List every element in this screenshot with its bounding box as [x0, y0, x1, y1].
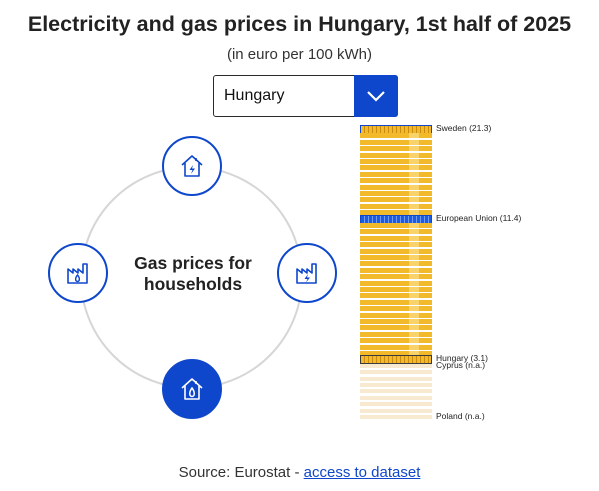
ranking-bar[interactable]	[360, 370, 432, 375]
source-prefix: Source: Eurostat -	[178, 464, 304, 481]
price-ranking-chart: Sweden (21.3) European Union (11.4) Hungar…	[350, 120, 550, 430]
ranking-bar[interactable]	[360, 319, 432, 324]
dataset-link[interactable]: access to dataset	[303, 464, 421, 481]
source-line: Source: Eurostat - access to dataset	[0, 464, 599, 481]
ranking-bar[interactable]	[360, 395, 432, 400]
ranking-bar[interactable]	[360, 210, 432, 216]
ranking-bar-label: Poland (n.a.)	[436, 411, 485, 421]
ranking-bar[interactable]	[360, 331, 432, 337]
ranking-bar[interactable]	[360, 248, 432, 254]
ranking-bar[interactable]	[360, 376, 432, 381]
ranking-bar[interactable]	[360, 306, 432, 312]
ranking-bar[interactable]	[360, 261, 432, 267]
ranking-bar[interactable]	[360, 408, 432, 413]
ranking-bar-label: Cyprus (n.a.)	[436, 359, 486, 370]
country-select-button[interactable]	[354, 75, 398, 117]
ranking-bar[interactable]	[360, 287, 432, 292]
ranking-bar[interactable]	[360, 351, 432, 356]
factory-gas-icon	[67, 263, 88, 284]
ranking-bar[interactable]	[360, 197, 432, 203]
ranking-bar[interactable]	[360, 299, 432, 305]
ranking-bar[interactable]	[360, 389, 432, 394]
ranking-bar[interactable]	[360, 402, 432, 407]
ranking-bar[interactable]	[360, 293, 432, 299]
center-label-line1: Gas prices for	[134, 253, 252, 273]
ranking-bar[interactable]	[360, 415, 432, 419]
factory-electricity-icon	[296, 263, 317, 284]
selected-indicator-label: Gas prices for households	[118, 253, 268, 295]
ranking-bar[interactable]	[360, 325, 432, 331]
ranking-bar[interactable]	[360, 255, 432, 260]
ranking-bar[interactable]	[360, 165, 432, 171]
ranking-bar[interactable]	[360, 312, 432, 318]
ranking-bar[interactable]	[360, 152, 432, 158]
ranking-bar[interactable]	[360, 344, 432, 350]
country-select[interactable]: Hungary	[213, 75, 398, 117]
ranking-bar[interactable]	[360, 178, 432, 184]
ranking-bar[interactable]	[360, 383, 432, 387]
center-label-line2: households	[143, 274, 243, 294]
house-electricity-icon	[181, 155, 203, 177]
house-electricity-node[interactable]	[162, 136, 222, 196]
house-gas-node[interactable]	[162, 359, 222, 419]
ranking-bar[interactable]	[360, 229, 432, 235]
ranking-bar[interactable]	[360, 267, 432, 273]
ranking-bar[interactable]	[360, 338, 432, 344]
ranking-bar-label: Sweden (21.3)	[436, 123, 492, 133]
ranking-bar[interactable]	[360, 280, 432, 286]
ranking-bar[interactable]	[360, 242, 432, 248]
page-subtitle: (in euro per 100 kWh)	[226, 46, 373, 63]
ranking-bar[interactable]	[360, 159, 432, 164]
ranking-bar[interactable]	[360, 363, 432, 368]
page-title: Electricity and gas prices in Hungary, 1…	[27, 12, 572, 36]
ranking-bar[interactable]	[360, 203, 432, 209]
chevron-down-icon	[367, 91, 385, 102]
ranking-bar[interactable]	[360, 191, 432, 196]
ranking-bar-label: Hungary (3.1)	[436, 353, 488, 364]
ranking-bar[interactable]	[360, 235, 432, 241]
factory-electricity-node[interactable]	[277, 243, 337, 303]
ranking-bar-label: European Union (11.4)	[436, 212, 522, 223]
ranking-bar[interactable]	[360, 223, 432, 228]
ranking-bar[interactable]	[360, 171, 432, 177]
country-select-value: Hungary	[224, 87, 285, 104]
ranking-bar[interactable]	[360, 139, 432, 145]
ranking-bar[interactable]	[360, 274, 432, 280]
ranking-bar[interactable]	[360, 146, 432, 152]
ranking-bar[interactable]	[360, 133, 432, 139]
factory-gas-node[interactable]	[48, 243, 108, 303]
house-gas-icon	[181, 378, 203, 400]
ranking-bar[interactable]	[360, 184, 432, 190]
